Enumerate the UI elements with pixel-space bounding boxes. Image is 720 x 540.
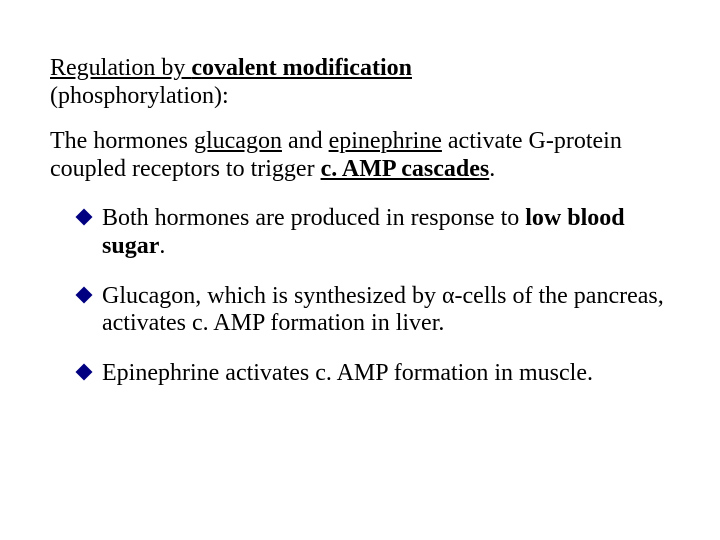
heading-title-bold: covalent modification [191,55,412,81]
diamond-icon [76,209,93,226]
para-text-2: and [282,128,329,154]
bullet3-text-1: Epinephrine activates c. AMP formation i… [102,360,593,386]
diamond-icon [76,286,93,303]
para-text-4: . [489,156,495,182]
bullet-item-3: Epinephrine activates c. AMP formation i… [78,360,670,388]
bullet-item-2: Glucagon, which is synthesized by α-cell… [78,283,670,338]
heading-title: Regulation by covalent modification [50,55,412,81]
para-camp: c. AMP cascades [321,156,490,182]
bullet-item-1: Both hormones are produced in response t… [78,205,670,260]
slide-container: Regulation by covalent modification (pho… [0,0,720,540]
para-epinephrine: epinephrine [329,128,442,154]
bullet1-text-1: Both hormones are produced in response t… [102,205,525,231]
bullet2-alpha: α [442,283,455,309]
para-text-1: The hormones [50,128,194,154]
bullet1-text-2: . [159,233,165,259]
para-glucagon: glucagon [194,128,282,154]
bullet2-text-1: Glucagon, which is synthesized by [102,283,442,309]
heading-subtitle: (phosphorylation): [50,83,229,109]
heading-block: Regulation by covalent modification (pho… [50,55,670,110]
intro-paragraph: The hormones glucagon and epinephrine ac… [50,128,670,183]
diamond-icon [76,363,93,380]
bullet-list: Both hormones are produced in response t… [50,205,670,387]
heading-title-prefix: Regulation by [50,55,191,81]
